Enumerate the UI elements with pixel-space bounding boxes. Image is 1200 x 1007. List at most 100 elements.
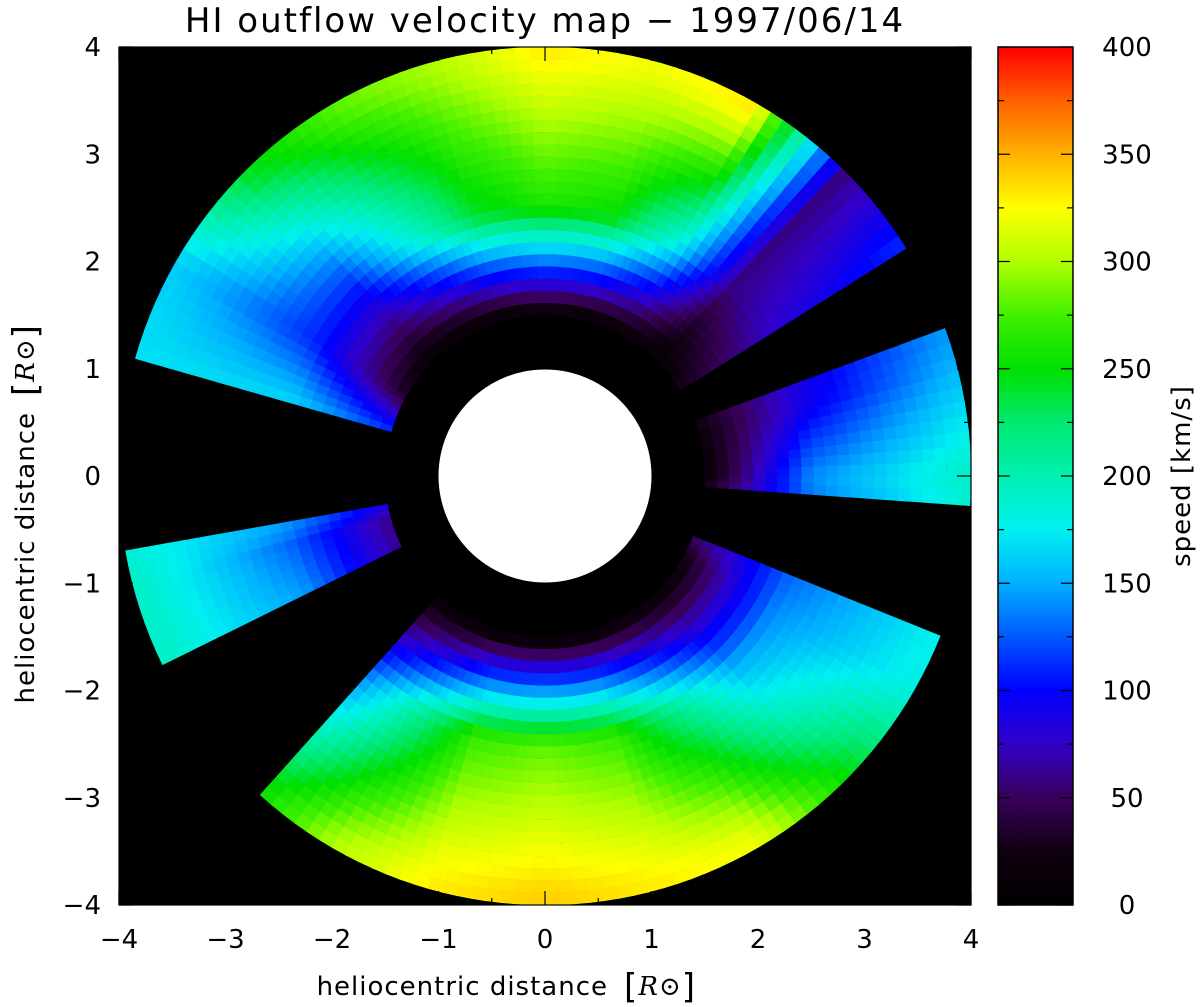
heatmap-cell [386, 266, 402, 283]
heatmap-cell [521, 806, 535, 820]
heatmap-cell [949, 385, 965, 404]
heatmap-cell [443, 675, 456, 691]
heatmap-cell [599, 313, 610, 327]
heatmap-cell [527, 709, 538, 723]
heatmap-cell [519, 708, 530, 722]
heatmap-cell [631, 880, 650, 896]
heatmap-cell [395, 230, 411, 247]
heatmap-cell [260, 544, 276, 559]
heatmap-cell [506, 256, 517, 270]
heatmap-cell [665, 310, 679, 325]
heatmap-cell [416, 338, 431, 352]
heatmap-cell [435, 738, 450, 754]
heatmap-cell [544, 266, 553, 279]
heatmap-cell [894, 423, 909, 439]
heatmap-cell [446, 636, 460, 651]
heatmap-cell [545, 648, 552, 662]
heatmap-cell [510, 793, 524, 807]
heatmap-cell [440, 276, 454, 292]
heatmap-cell [709, 252, 726, 269]
heatmap-cell [727, 323, 743, 339]
heatmap-cell [622, 269, 635, 285]
heatmap-cell [657, 319, 672, 335]
heatmap-cell [470, 886, 489, 902]
heatmap-cell [896, 683, 915, 704]
heatmap-cell [506, 206, 519, 221]
heatmap-cell [945, 489, 959, 506]
heatmap-cell [555, 132, 569, 146]
heatmap-cell [376, 845, 396, 864]
heatmap-cell [588, 209, 601, 224]
heatmap-cell [225, 553, 241, 569]
heatmap-cell [674, 828, 693, 845]
heatmap-cell [343, 561, 359, 574]
heatmap-cell [633, 829, 651, 846]
heatmap-cell [723, 655, 739, 671]
heatmap-cell [610, 735, 624, 751]
heatmap-cell [386, 823, 405, 841]
heatmap-cell [643, 598, 656, 613]
heatmap-cell [155, 319, 173, 339]
heatmap-cell [684, 626, 699, 641]
heatmap-cell [694, 321, 709, 336]
heatmap-cell [461, 139, 477, 155]
heatmap-cell [464, 631, 476, 646]
heatmap-cell [689, 584, 705, 598]
heatmap-cell [479, 776, 493, 791]
heatmap-cell [858, 428, 873, 443]
heatmap-cell [447, 856, 465, 873]
heatmap-cell [228, 564, 244, 580]
heatmap-cell [921, 488, 935, 504]
x-axis-title: heliocentric distance [317, 972, 608, 1002]
heatmap-cell [496, 692, 508, 707]
heatmap-cell [667, 156, 684, 174]
heatmap-cell [411, 141, 429, 158]
heatmap-cell [371, 313, 387, 329]
heatmap-cell [379, 520, 394, 530]
heatmap-cell [663, 613, 677, 628]
heatmap-cell [888, 344, 905, 363]
heatmap-cell [717, 692, 734, 709]
heatmap-cell [520, 696, 531, 710]
heatmap-cell [638, 133, 655, 150]
heatmap-cell [348, 686, 366, 703]
heatmap-cell [595, 714, 608, 729]
heatmap-cell [622, 667, 636, 682]
heatmap-cell [921, 447, 935, 463]
heatmap-cell [378, 256, 395, 273]
heatmap-cell [438, 145, 455, 161]
heatmap-cell [349, 101, 369, 120]
heatmap-cell [331, 808, 352, 828]
heatmap-cell [620, 615, 632, 629]
heatmap-cell [557, 83, 573, 97]
heatmap-cell [545, 855, 560, 869]
heatmap-cell [749, 436, 764, 447]
heatmap-cell [435, 172, 451, 188]
heatmap-cell [463, 189, 478, 205]
heatmap-cell [704, 463, 717, 471]
heatmap-cell [556, 794, 569, 808]
heatmap-cell [517, 218, 528, 232]
heatmap-cell [545, 685, 554, 699]
heatmap-cell [439, 602, 452, 617]
heatmap-cell [491, 679, 503, 694]
heatmap-cell [470, 125, 486, 141]
heatmap-cell [597, 299, 608, 314]
heatmap-cell [934, 460, 948, 476]
heatmap-cell [412, 360, 427, 373]
heatmap-cell [408, 684, 424, 701]
heatmap-cell [739, 572, 755, 586]
heatmap-cell [149, 544, 165, 562]
heatmap-cell [371, 406, 386, 418]
heatmap-cell [775, 119, 796, 139]
heatmap-cell [600, 874, 618, 889]
heatmap-cell [416, 355, 431, 369]
heatmap-cell [686, 235, 703, 252]
heatmap-cell [410, 102, 429, 120]
heatmap-cell [492, 766, 505, 781]
heatmap-cell [722, 280, 739, 297]
heatmap-cell [570, 658, 580, 672]
heatmap-cell [765, 697, 783, 715]
heatmap-cell [612, 658, 624, 674]
heatmap-cell [620, 628, 632, 643]
